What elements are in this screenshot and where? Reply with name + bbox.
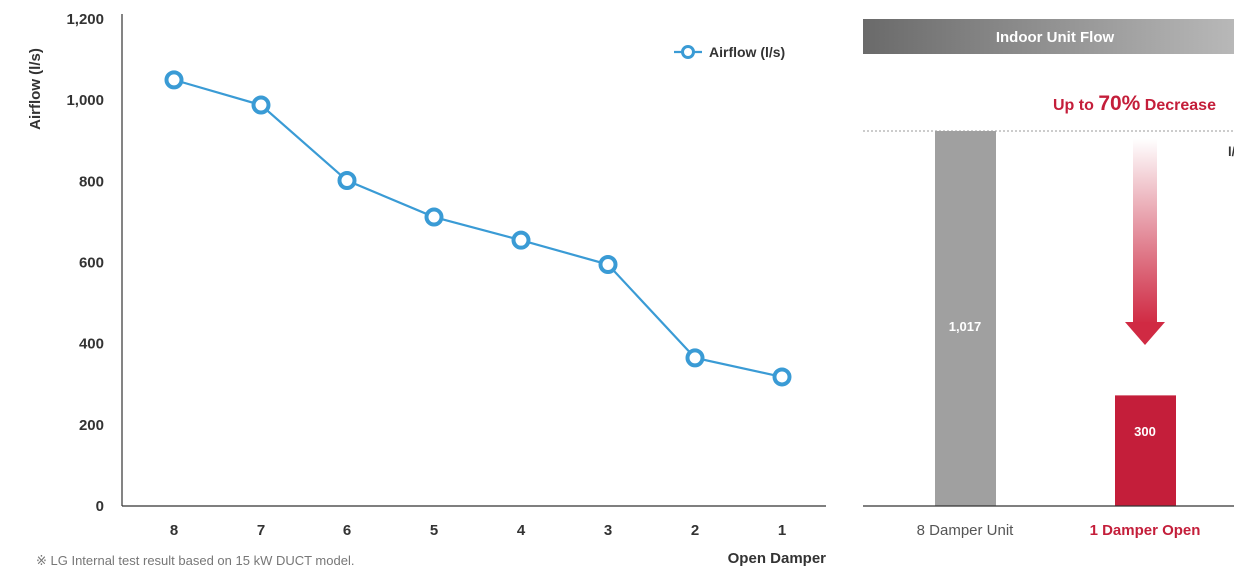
bar-category-label: 8 Damper Unit <box>917 522 1015 539</box>
airflow-line-chart: 0 200 400 600 800 1,000 1,200 8 7 6 5 4 3 2 1 Airflow (… <box>27 11 826 567</box>
y-tick-label: 1,000 <box>66 92 104 109</box>
data-point <box>511 230 531 250</box>
annotation-prefix: Up to <box>1053 97 1098 114</box>
x-tick-label: 2 <box>691 522 699 539</box>
bar-8-damper <box>935 131 996 506</box>
bar-value-label: 1,017 <box>949 319 982 334</box>
y-tick-label: 400 <box>79 336 104 353</box>
arrow-head <box>1125 322 1165 345</box>
data-point <box>685 348 705 368</box>
x-tick-label: 7 <box>257 522 265 539</box>
y-axis-title: Airflow (l/s) <box>27 48 44 130</box>
y-tick-label: 1,200 <box>66 11 104 28</box>
y-tick-label: 0 <box>96 498 104 515</box>
data-point <box>424 207 444 227</box>
arrow-shaft <box>1133 139 1157 324</box>
series-line <box>173 78 783 379</box>
bar-1-damper <box>1115 395 1176 506</box>
annotation-highlight: 70% <box>1098 92 1140 115</box>
data-point <box>598 255 618 275</box>
data-point <box>164 70 184 90</box>
x-tick-label: 8 <box>170 522 178 539</box>
data-point <box>337 171 357 191</box>
y-tick-label: 600 <box>79 255 104 272</box>
bar-value-label: 300 <box>1134 424 1156 439</box>
indoor-unit-flow-bar-chart: Indoor Unit Flow Up to 70% Decrease l/1,01… <box>863 19 1234 539</box>
data-point <box>772 367 792 387</box>
x-tick-label: 5 <box>430 522 438 539</box>
legend: Airflow (l/s) <box>674 44 785 60</box>
x-tick-label: 6 <box>343 522 351 539</box>
x-axis-title: Open Damper <box>728 550 827 567</box>
y-tick-label: 800 <box>79 173 104 190</box>
decrease-annotation: Up to 70% Decrease <box>1053 92 1216 115</box>
chart-header-band <box>863 19 1234 54</box>
legend-marker <box>681 45 695 59</box>
decrease-arrow <box>1125 139 1165 345</box>
y-tick-label: 200 <box>79 417 104 434</box>
unit-label: l/ <box>1228 144 1234 159</box>
legend-label: Airflow (l/s) <box>709 44 785 60</box>
bar-category-label: 1 Damper Open <box>1090 522 1201 539</box>
data-point <box>251 95 271 115</box>
annotation-suffix: Decrease <box>1140 97 1216 114</box>
x-tick-label: 4 <box>517 522 526 539</box>
x-tick-label: 3 <box>604 522 612 539</box>
chart-title: Indoor Unit Flow <box>996 29 1115 46</box>
x-tick-label: 1 <box>778 522 786 539</box>
footnote: ※ LG Internal test result based on 15 kW… <box>36 553 355 568</box>
